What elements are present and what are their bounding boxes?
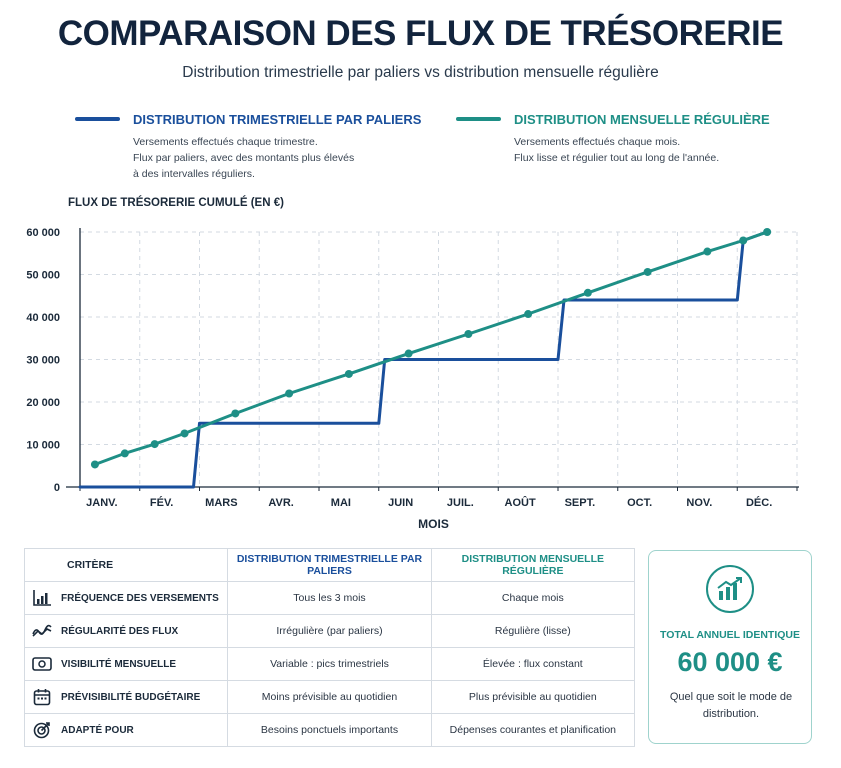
monthly-data-point [150,440,159,449]
bar-chart-icon [31,587,53,609]
criterion-label: PRÉVISIBILITÉ BUDGÉTAIRE [61,691,201,703]
series [78,228,772,489]
x-axis-title: MOIS [418,517,449,531]
y-axis-title: FLUX DE TRÉSORERIE CUMULÉ (EN €) [68,197,284,209]
legend-desc-line: Versements effectués chaque trimestre. [133,136,318,148]
monthly-data-point [643,267,652,276]
quarterly-value-cell: Variable : pics trimestriels [227,647,432,681]
x-tick-label: JUIL. [447,497,474,509]
series-line-quarterly [78,230,769,489]
quarterly-value-cell: Moins prévisible au quotidien [227,680,432,714]
monthly-value-cell: Plus prévisible au quotidien [430,680,636,714]
criterion-cell: ADAPTÉ POUR [23,713,229,747]
x-tick-label: DÉC. [746,496,772,509]
monthly-value-cell: Chaque mois [430,581,636,615]
y-tick-label: 50 000 [26,270,60,282]
target-icon [31,719,53,741]
monthly-data-point [344,369,353,378]
legend-desc-line: Flux lisse et régulier tout au long de l… [514,152,720,164]
criterion-cell: VISIBILITÉ MENSUELLE [23,647,229,681]
table-row: PRÉVISIBILITÉ BUDGÉTAIRE Moins prévisibl… [23,680,636,714]
legend-desc-line: Flux par paliers, avec des montants plus… [133,152,355,164]
legend-desc-line: Versements effectués chaque mois. [514,136,681,148]
labels: 0 10 000 20 000 30 000 40 000 50 000 60 000 JAN… [26,227,772,531]
page-title: COMPARAISON DES FLUX DE TRÉSORERIE [57,14,784,53]
monthly-value-cell: Régulière (lisse) [430,614,636,648]
x-tick-label: MAI [331,497,351,509]
x-tick-label: AVR. [268,497,293,509]
criterion-cell: PRÉVISIBILITÉ BUDGÉTAIRE [23,680,229,714]
table-header-row: CRITÈRE DISTRIBUTION TRIMESTRIELLE PAR P… [23,548,636,582]
criterion-cell: RÉGULARITÉ DES FLUX [23,614,229,648]
y-tick-label: 10 000 [26,440,60,452]
table-header-criterion: CRITÈRE [23,548,229,582]
table-row: ADAPTÉ POUR Besoins ponctuels importants… [23,713,636,747]
wave-trend-icon [31,620,53,642]
total-summary-card: TOTAL ANNUEL IDENTIQUE 60 000 € Quel que… [648,550,812,744]
quarterly-value-cell: Tous les 3 mois [227,581,432,615]
y-tick-label: 0 [54,482,60,494]
banknote-icon [31,653,53,675]
monthly-data-point [583,288,592,297]
legend-swatch-monthly [456,117,501,121]
grid [80,231,798,487]
criterion-label: VISIBILITÉ MENSUELLE [61,658,177,670]
criterion-cell: FRÉQUENCE DES VERSEMENTS [23,581,229,615]
page-subtitle: Distribution trimestrielle par paliers v… [182,64,659,81]
total-value: 60 000 € [677,647,783,677]
monthly-data-point [464,330,473,338]
table-row: FRÉQUENCE DES VERSEMENTS Tous les 3 mois… [23,581,636,615]
y-tick-label: 60 000 [26,227,60,239]
criterion-label: RÉGULARITÉ DES FLUX [61,625,179,637]
x-tick-label: FÉV. [150,496,173,509]
calendar-icon [31,686,53,708]
total-label: TOTAL ANNUEL IDENTIQUE [659,629,800,641]
monthly-data-point [739,236,748,245]
y-tick-label: 40 000 [26,312,60,324]
monthly-value-cell: Dépenses courantes et planification [430,713,636,747]
monthly-data-point [90,460,99,469]
table-header-quarterly: DISTRIBUTION TRIMESTRIELLE PAR PALIERS [227,548,432,582]
monthly-data-point [703,247,712,256]
quarterly-value-cell: Besoins ponctuels importants [227,713,432,747]
monthly-value-cell: Élevée : flux constant [430,647,636,681]
x-tick-label: NOV. [686,497,712,509]
monthly-data-point [763,228,772,236]
legend-desc-line: à des intervalles réguliers. [133,168,255,180]
legend-title-quarterly: DISTRIBUTION TRIMESTRIELLE PAR PALIERS [133,112,422,127]
monthly-data-point [404,349,413,358]
table-header-monthly: DISTRIBUTION MENSUELLE RÉGULIÈRE [430,548,636,582]
table-row: RÉGULARITÉ DES FLUX Irrégulière (par pal… [23,614,636,648]
legend-desc-monthly: Versements effectués chaque mois. Flux l… [514,134,719,166]
y-tick-label: 20 000 [26,397,60,409]
comparison-table: CRITÈRE DISTRIBUTION TRIMESTRIELLE PAR P… [23,548,636,747]
legend-title-monthly: DISTRIBUTION MENSUELLE RÉGULIÈRE [514,112,770,127]
legend-swatch-quarterly [75,117,120,121]
monthly-data-point [285,389,294,398]
criterion-label: ADAPTÉ POUR [61,724,134,736]
y-tick-label: 30 000 [26,355,60,367]
legend-desc-quarterly: Versements effectués chaque trimestre. F… [133,134,354,182]
monthly-data-point [524,310,533,319]
total-note: Quel que soit le mode de distribution. [669,691,793,720]
monthly-data-point [231,409,240,418]
monthly-data-point [120,449,129,458]
quarterly-value-cell: Irrégulière (par paliers) [227,614,432,648]
criterion-label: FRÉQUENCE DES VERSEMENTS [61,592,219,604]
x-tick-label: JUIN [388,497,413,509]
x-tick-label: MARS [205,497,237,509]
x-tick-label: JANV. [86,497,117,509]
series-line-monthly [93,230,769,466]
x-tick-label: AOÛT [505,496,536,509]
growth-chart-icon [706,565,754,613]
table-row: VISIBILITÉ MENSUELLE Variable : pics tri… [23,647,636,681]
x-tick-label: OCT. [627,497,652,509]
monthly-data-point [180,429,189,438]
x-tick-label: SEPT. [565,497,596,509]
cash-flow-chart: 0 10 000 20 000 30 000 40 000 50 000 60 000 JAN… [26,227,799,531]
